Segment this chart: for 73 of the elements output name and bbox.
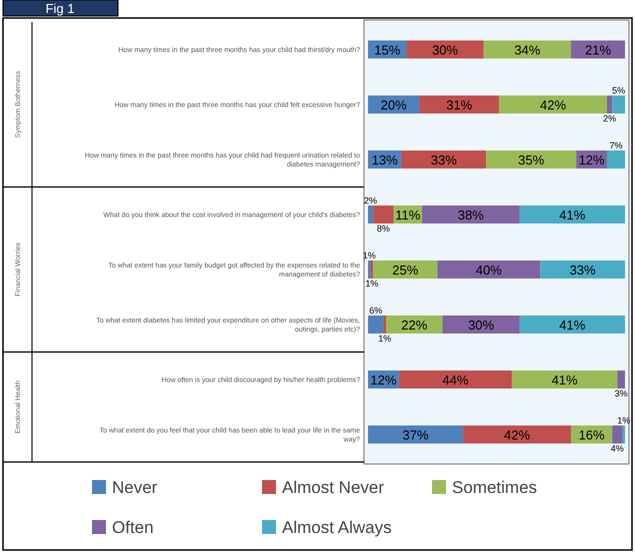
- data-label: 4%: [610, 444, 624, 454]
- data-label: 12%: [370, 372, 397, 388]
- data-label: 1%: [378, 334, 392, 344]
- data-label: 2%: [364, 196, 378, 206]
- bar: [442, 316, 520, 334]
- bar: [370, 260, 374, 278]
- data-label: 33%: [570, 262, 596, 278]
- data-label: 1%: [362, 250, 376, 260]
- bar: [383, 316, 386, 334]
- data-label: 12%: [578, 152, 606, 168]
- bar: [398, 370, 512, 388]
- data-label: 33%: [430, 152, 458, 168]
- bar: [368, 316, 384, 334]
- bar: [540, 260, 625, 278]
- data-label: 40%: [476, 262, 502, 278]
- legend-label: Sometimes: [452, 478, 538, 497]
- data-label: 7%: [609, 140, 623, 150]
- data-label: 13%: [372, 152, 398, 168]
- data-label: 5%: [612, 86, 626, 96]
- data-label: 44%: [442, 372, 469, 388]
- data-label: 20%: [380, 98, 408, 112]
- legend-label: Almost Always: [282, 518, 392, 537]
- data-label: 41%: [552, 372, 578, 388]
- bar: [622, 426, 625, 444]
- data-label: 41%: [559, 318, 586, 332]
- data-label: 42%: [504, 428, 531, 442]
- bar: [612, 96, 625, 114]
- data-label: 38%: [458, 208, 484, 222]
- data-label: 37%: [402, 428, 429, 442]
- data-label: 8%: [376, 224, 390, 234]
- bar: [512, 370, 618, 388]
- data-label: 1%: [365, 278, 378, 288]
- bar: [368, 206, 374, 224]
- bar: [612, 426, 622, 444]
- data-label: 11%: [395, 208, 421, 222]
- bar: [463, 426, 572, 444]
- bar: [486, 150, 576, 168]
- data-label: 16%: [578, 428, 606, 442]
- data-label: 42%: [540, 98, 566, 112]
- data-label: 2%: [603, 114, 616, 124]
- bar: [607, 150, 625, 168]
- legend-label: Almost Never: [282, 478, 384, 497]
- bar: [373, 206, 394, 224]
- data-label: 3%: [614, 388, 628, 398]
- data-label: 35%: [518, 152, 545, 168]
- data-label: 25%: [392, 262, 419, 278]
- data-label: 31%: [446, 98, 473, 112]
- bar: [499, 96, 608, 114]
- bar: [373, 260, 438, 278]
- data-label: 34%: [514, 42, 541, 58]
- bar: [617, 370, 625, 388]
- bar: [368, 260, 371, 278]
- data-label: 22%: [401, 318, 428, 332]
- data-label: 6%: [369, 306, 382, 316]
- data-label: 30%: [432, 42, 459, 58]
- bar: [401, 150, 486, 168]
- bar: [607, 96, 612, 114]
- text: Fig 1: [46, 1, 74, 16]
- bar: [520, 206, 625, 224]
- legend-label: Often: [112, 518, 154, 537]
- bar: [437, 260, 540, 278]
- data-label: 30%: [468, 318, 495, 332]
- bar: [422, 206, 520, 224]
- bar: [419, 96, 500, 114]
- bar: [406, 40, 484, 58]
- data-label: 15%: [374, 42, 401, 58]
- data-label: 21%: [585, 42, 612, 58]
- bar: [520, 316, 625, 334]
- bar: [368, 426, 464, 444]
- legend-label: Never: [112, 478, 158, 497]
- data-label: 41%: [559, 208, 586, 222]
- bar: [484, 40, 572, 58]
- data-label: 1%: [617, 416, 630, 426]
